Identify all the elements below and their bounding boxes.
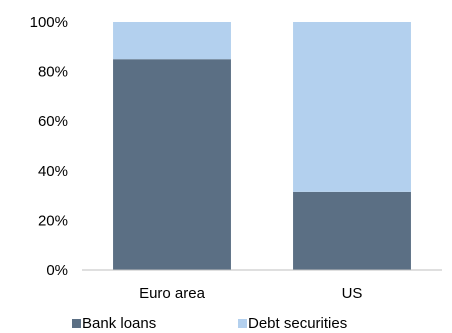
legend-label: Bank loans — [82, 315, 156, 332]
x-tick-label: Euro area — [139, 285, 206, 302]
y-tick-label: 80% — [38, 64, 68, 81]
bars — [113, 22, 411, 271]
y-tick-label: 60% — [38, 113, 68, 130]
bar-debt-securities — [293, 22, 411, 192]
legend: Bank loans Debt securities — [72, 315, 347, 332]
y-tick-label: 40% — [38, 163, 68, 180]
x-axis-ticks: Euro area US — [139, 285, 362, 302]
x-tick-label: US — [342, 285, 363, 302]
bar-debt-securities — [113, 22, 231, 60]
y-tick-label: 20% — [38, 212, 68, 229]
y-tick-label: 0% — [46, 262, 68, 279]
bar-bank-loans — [293, 191, 411, 270]
y-tick-label: 100% — [30, 14, 68, 31]
bar-bank-loans — [113, 59, 231, 271]
legend-swatch — [238, 319, 247, 328]
y-axis-ticks: 0% 20% 40% 60% 80% 100% — [30, 14, 68, 279]
legend-label: Debt securities — [248, 315, 347, 332]
legend-swatch — [72, 319, 81, 328]
